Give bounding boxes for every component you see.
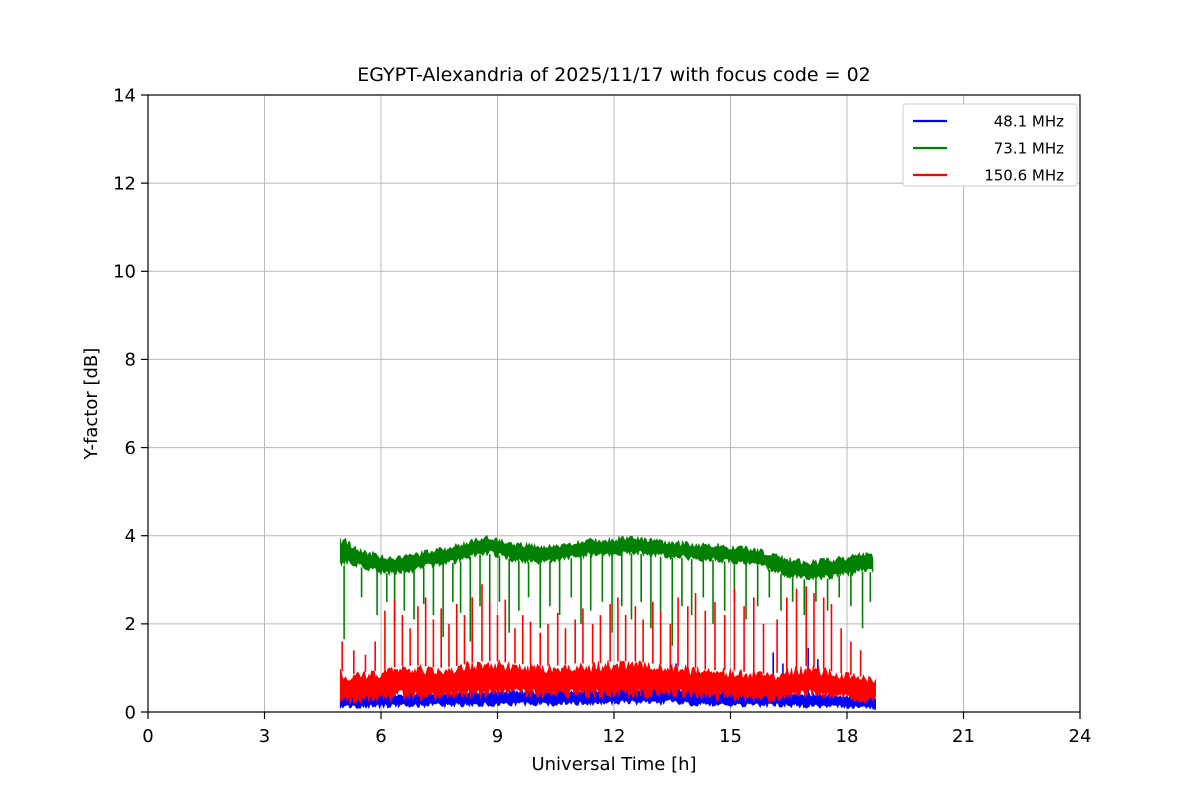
y-tick-label: 6 xyxy=(125,438,136,459)
x-tick-label: 24 xyxy=(1069,726,1092,747)
x-tick-label: 15 xyxy=(719,726,742,747)
legend-entry-label: 73.1 MHz xyxy=(994,139,1064,157)
legend-entry-label: 150.6 MHz xyxy=(984,166,1064,184)
x-tick-label: 0 xyxy=(142,726,153,747)
y-tick-label: 4 xyxy=(125,526,136,547)
y-tick-label: 2 xyxy=(125,614,136,635)
x-tick-label: 21 xyxy=(952,726,975,747)
x-axis-label: Universal Time [h] xyxy=(531,754,696,775)
series-band-150-6-mhz xyxy=(339,659,876,705)
y-axis-label: Y-factor [dB] xyxy=(81,348,102,461)
y-tick-label: 14 xyxy=(113,85,136,106)
chart-title: EGYPT-Alexandria of 2025/11/17 with focu… xyxy=(357,64,871,86)
legend-box xyxy=(902,103,1078,187)
y-tick-label: 8 xyxy=(125,350,136,371)
y-tick-label: 12 xyxy=(113,173,136,194)
y-tick-label: 0 xyxy=(125,702,136,723)
x-tick-label: 18 xyxy=(836,726,859,747)
legend-entry-label: 48.1 MHz xyxy=(994,112,1064,130)
x-tick-label: 12 xyxy=(603,726,626,747)
series-band-73-1-mhz xyxy=(339,534,874,581)
x-tick-label: 3 xyxy=(259,726,270,747)
x-tick-label: 9 xyxy=(492,726,503,747)
x-tick-label: 6 xyxy=(375,726,386,747)
y-tick-label: 10 xyxy=(113,262,136,283)
